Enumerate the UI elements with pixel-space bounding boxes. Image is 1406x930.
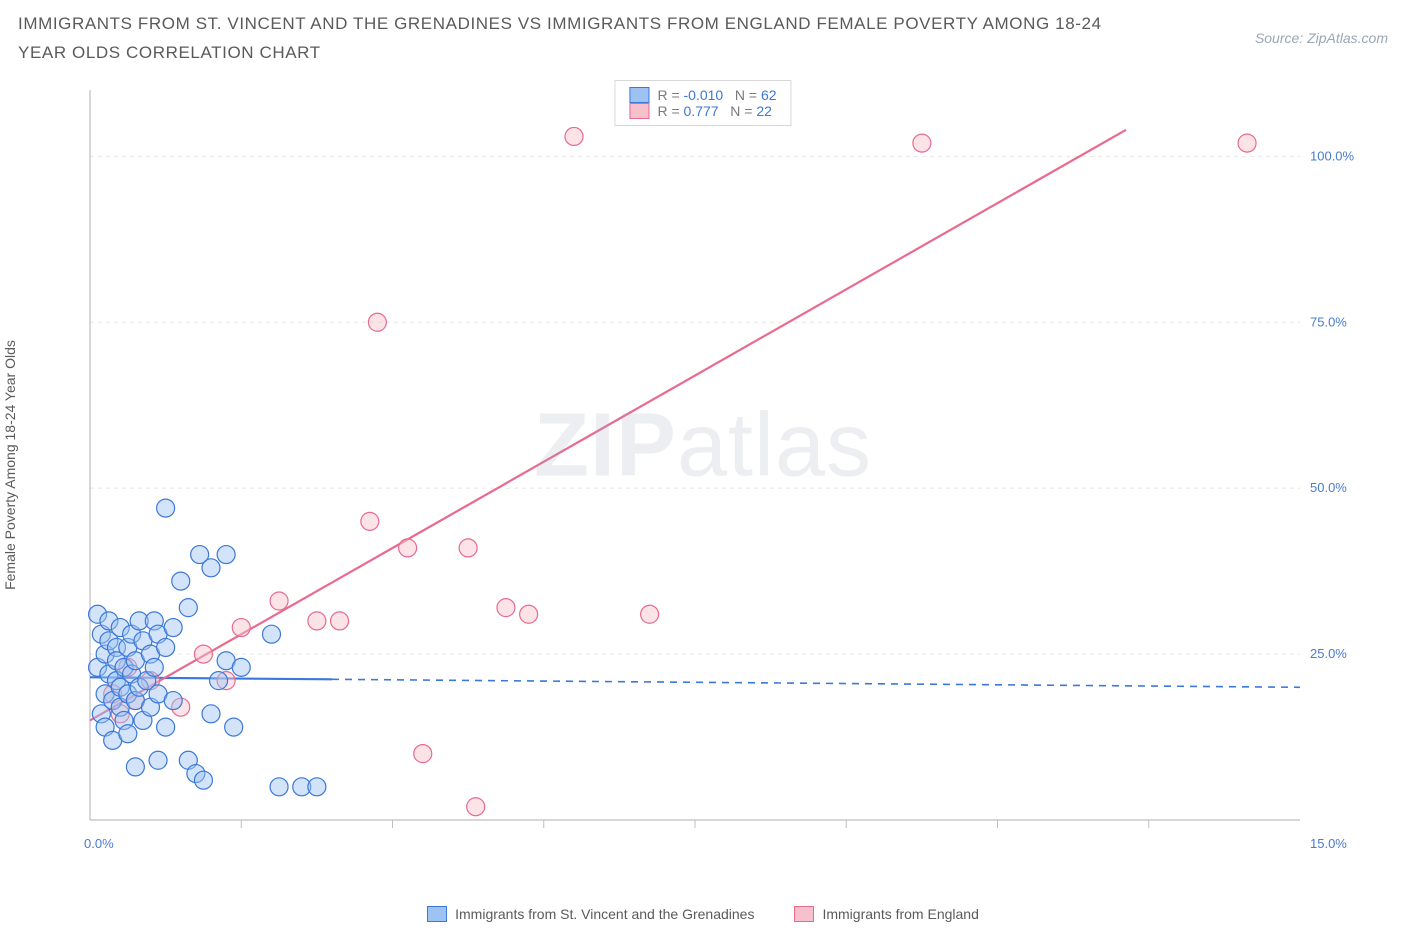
svg-text:15.0%: 15.0% <box>1310 836 1347 851</box>
legend-swatch-blue <box>427 906 447 922</box>
correlation-legend: R = -0.010 N = 62 R = 0.777 N = 22 <box>614 80 791 126</box>
svg-text:50.0%: 50.0% <box>1310 480 1347 495</box>
svg-text:0.0%: 0.0% <box>84 836 114 851</box>
legend-swatch-pink <box>629 103 649 119</box>
chart-title: IMMIGRANTS FROM ST. VINCENT AND THE GREN… <box>18 10 1118 68</box>
series-name-1: Immigrants from England <box>822 906 978 922</box>
source-attribution: Source: ZipAtlas.com <box>1255 30 1388 46</box>
svg-text:75.0%: 75.0% <box>1310 314 1347 329</box>
series-legend: Immigrants from St. Vincent and the Gren… <box>0 906 1406 922</box>
y-axis-label: Female Poverty Among 18-24 Year Olds <box>2 340 18 590</box>
svg-text:100.0%: 100.0% <box>1310 148 1355 163</box>
legend-swatch-pink <box>794 906 814 922</box>
legend-swatch-blue <box>629 87 649 103</box>
svg-text:25.0%: 25.0% <box>1310 646 1347 661</box>
series-name-0: Immigrants from St. Vincent and the Gren… <box>455 906 754 922</box>
scatter-plot: 25.0% 50.0% 75.0% 100.0% 15.0% 0.0% <box>60 80 1370 870</box>
